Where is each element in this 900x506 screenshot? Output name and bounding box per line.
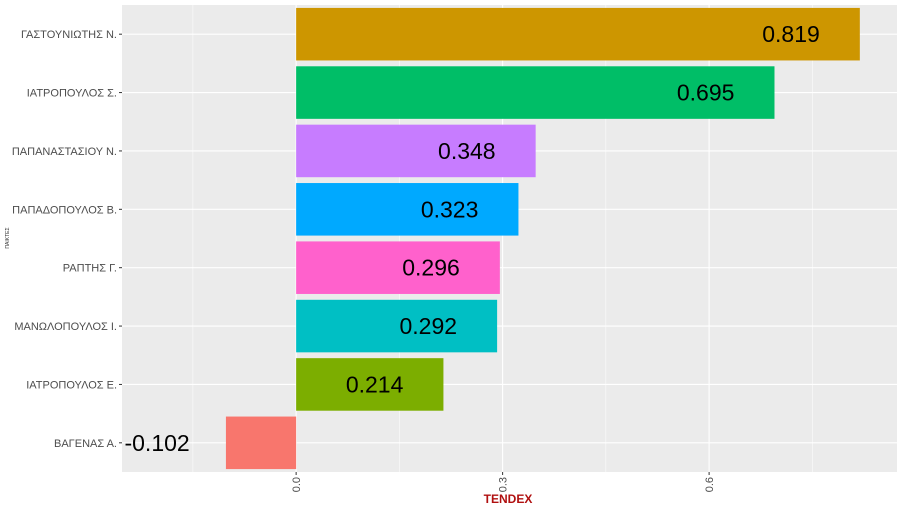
x-axis-title: TENDEX <box>484 492 533 506</box>
x-tick-label: 0.3 <box>498 477 510 492</box>
y-tick-label: ΠΑΠΑΝΑΣΤΑΣΙΟΥ Ν. <box>12 146 117 158</box>
y-axis-title: ΠΑΙΚΤΕΣ <box>5 227 11 248</box>
x-tick-label: 0.0 <box>291 477 303 492</box>
data-label: 0.214 <box>346 371 404 397</box>
y-tick-label: ΙΑΤΡΟΠΟΥΛΟΣ Ε. <box>26 379 117 391</box>
bar <box>296 358 444 411</box>
bar <box>296 124 536 178</box>
y-tick-label: ΜΑΝΩΛΟΠΟΥΛΟΣ Ι. <box>14 321 117 333</box>
data-label: 0.348 <box>438 138 496 164</box>
x-tick-label: 0.6 <box>704 477 716 492</box>
bar <box>296 66 775 119</box>
bar <box>225 416 297 470</box>
data-label: 0.296 <box>402 255 460 281</box>
bar <box>296 299 498 353</box>
y-tick-label: ΒΑΓΕΝΑΣ Α. <box>54 438 117 450</box>
data-label: 0.292 <box>400 313 458 339</box>
y-tick-label: ΓΑΣΤΟΥΝΙΩΤΗΣ Ν. <box>21 29 117 41</box>
data-label: 0.695 <box>677 80 735 106</box>
bar <box>296 7 860 61</box>
data-label: 0.323 <box>421 196 479 222</box>
y-tick-label: ΠΑΠΑΔΟΠΟΥΛΟΣ Β. <box>12 204 117 216</box>
bar <box>296 241 500 294</box>
y-tick-label: ΡΑΠΤΗΣ Γ. <box>63 263 117 275</box>
data-label: 0.819 <box>762 21 820 47</box>
y-tick-label: ΙΑΤΡΟΠΟΥΛΟΣ Σ. <box>27 88 117 100</box>
data-label: -0.102 <box>124 430 189 456</box>
bar <box>296 183 519 236</box>
